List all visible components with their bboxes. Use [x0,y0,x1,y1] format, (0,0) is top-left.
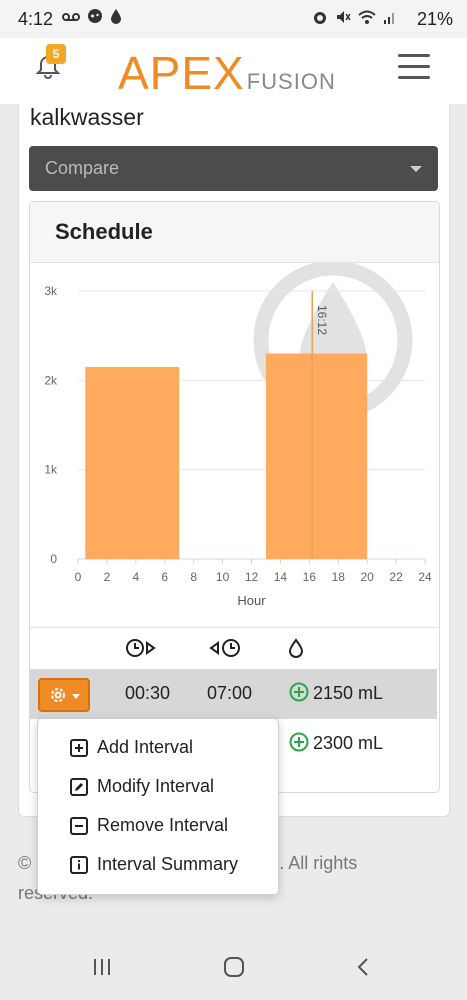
x-tick-label: 24 [418,570,432,584]
x-tick-label: 10 [216,570,230,584]
compare-select[interactable]: Compare [29,146,438,191]
schedule-table-header [30,627,437,671]
schedule-chart: 16:12 0 1k 2k 3k 0 2 4 6 8 10 12 14 16 18 20 22 24 Hour [30,262,437,627]
row-actions-dropdown: Add Interval Modify Interval Remove Inte… [37,718,279,895]
schedule-bar [265,353,368,559]
x-tick-label: 20 [360,570,374,584]
clock: 4:12 [18,9,54,29]
menu-item-label: Remove Interval [97,815,229,835]
x-tick-label: 6 [161,570,168,584]
notification-badge: 5 [46,44,66,64]
schedule-title: Schedule [55,219,153,244]
logo-primary: APEX [118,47,245,99]
start-time-icon [126,639,156,657]
y-tick-label: 1k [44,463,58,477]
plus-square-icon [70,739,88,757]
android-nav-bar [0,942,467,1000]
schedule-header: Schedule [30,202,439,263]
menu-line-icon [398,54,430,57]
volume-cell: 2150 mL [313,683,384,703]
menu-item-label: Modify Interval [97,776,215,796]
apex-fusion-logo: APEXFUSION [118,46,336,99]
add-interval-menu-item[interactable]: Add Interval [38,729,278,767]
info-square-icon [70,856,88,874]
alarm-icon [314,12,327,24]
menu-item-label: Interval Summary [97,854,239,874]
water-drop-icon [111,9,122,24]
remove-interval-menu-item[interactable]: Remove Interval [38,807,278,845]
caret-down-icon [410,166,422,172]
page-title: kalkwasser [30,104,144,130]
x-tick-label: 4 [132,570,139,584]
signal-icon [384,13,394,24]
mute-icon [337,11,351,23]
gamepad-icon [88,9,103,23]
add-circle-icon[interactable] [289,732,309,752]
schedule-bar [85,366,180,559]
menu-line-icon [398,76,430,79]
recent-apps-icon[interactable] [92,956,112,978]
row-actions-button[interactable] [38,678,90,712]
x-tick-label: 0 [75,570,82,584]
home-icon[interactable] [223,956,245,978]
x-tick-label: 22 [389,570,403,584]
x-tick-label: 14 [274,570,288,584]
start-time-cell: 00:30 [125,683,171,703]
menu-item-label: Add Interval [97,737,194,757]
battery-level: 21% [416,9,453,29]
caret-down-icon [72,694,80,699]
table-row: 00:30 07:00 2150 mL [30,669,437,719]
volume-drop-icon [288,638,304,658]
hamburger-menu-button[interactable] [398,54,430,82]
add-circle-icon[interactable] [289,682,309,702]
end-time-cell: 07:00 [207,683,253,703]
notification-icons [62,8,122,28]
footer-rights: . All rights [279,853,358,873]
y-tick-label: 0 [50,552,57,566]
current-time-label: 16:12 [315,305,329,335]
gear-icon [51,688,65,702]
x-tick-label: 2 [104,570,111,584]
edit-square-icon [70,778,88,796]
volume-cell: 2300 mL [313,733,384,753]
copyright-symbol: © [18,853,32,873]
end-time-icon [209,639,240,657]
x-axis-title: Hour [237,593,266,608]
system-icons [312,9,397,28]
modify-interval-menu-item[interactable]: Modify Interval [38,768,278,806]
wifi-icon [358,10,376,24]
minus-square-icon [70,817,88,835]
y-tick-label: 2k [44,373,58,387]
x-tick-label: 8 [190,570,197,584]
back-icon[interactable] [355,956,371,978]
y-tick-label: 3k [44,284,58,298]
x-tick-label: 12 [245,570,259,584]
logo-secondary: FUSION [246,69,336,94]
status-bar: 4:12 21% [0,0,467,38]
x-tick-label: 18 [332,570,346,584]
x-tick-label: 16 [303,570,317,584]
menu-line-icon [398,65,430,68]
compare-select-label: Compare [45,158,120,178]
app-header: 5 APEXFUSION [0,38,467,104]
interval-summary-menu-item[interactable]: Interval Summary [38,846,278,884]
voicemail-icon [62,13,80,21]
